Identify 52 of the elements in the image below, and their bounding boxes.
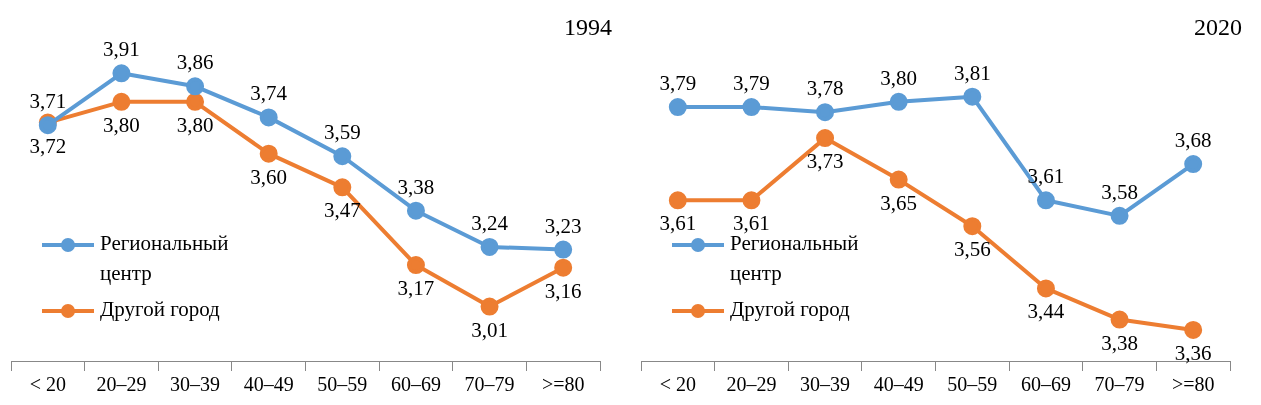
x-tick-label: 40–49: [873, 373, 924, 396]
x-tick-label: >=80: [541, 373, 585, 396]
chart-title: 1994: [564, 14, 612, 41]
legend-label: Другой город: [100, 296, 220, 323]
data-label: 3,36: [1174, 340, 1212, 365]
data-label: 3,72: [29, 133, 67, 158]
data-label: 3,65: [880, 190, 918, 215]
data-label: 3,38: [397, 174, 435, 199]
x-tick-label: 50–59: [317, 373, 368, 396]
data-label: 3,80: [176, 112, 214, 137]
legend-label: Другой город: [730, 296, 850, 323]
data-label: 3,47: [323, 198, 361, 223]
data-label: 3,61: [733, 211, 770, 236]
data-label: 3,79: [659, 71, 697, 96]
data-label: 3,24: [471, 210, 509, 235]
data-label: 3,61: [659, 211, 697, 236]
x-tick-label: 60–69: [390, 373, 441, 396]
chart-title: 2020: [1194, 14, 1242, 41]
data-label: 3,59: [323, 120, 361, 145]
data-label: 3,44: [1027, 299, 1065, 324]
x-tick-label: 40–49: [243, 373, 294, 396]
data-label: 3,74: [250, 81, 288, 106]
data-label: 3,73: [806, 149, 844, 174]
x-tick-label: >=80: [1171, 373, 1215, 396]
data-label: 3,01: [471, 317, 508, 342]
x-tick-label: 50–59: [947, 373, 998, 396]
data-label: 3,80: [103, 112, 140, 137]
data-label: 3,17: [397, 276, 435, 301]
x-tick-label: 30–39: [800, 373, 851, 396]
data-label: 3,23: [544, 213, 582, 238]
data-label: 3,86: [176, 50, 214, 75]
data-label: 3,56: [953, 237, 991, 262]
data-label: 3,78: [806, 76, 844, 101]
x-tick-label: 30–39: [170, 373, 221, 396]
x-tick-label: 20–29: [726, 373, 777, 396]
data-label: 3,16: [544, 278, 582, 303]
data-label: 3,38: [1101, 330, 1138, 355]
data-label: 3,81: [953, 60, 991, 85]
data-label: 3,58: [1101, 179, 1138, 204]
data-label: 3,79: [733, 71, 770, 96]
data-label: 3,80: [880, 65, 918, 90]
data-label: 3,91: [103, 37, 140, 62]
x-tick-label: < 20: [29, 373, 66, 396]
x-tick-label: < 20: [659, 373, 696, 396]
x-tick-label: 20–29: [96, 373, 147, 396]
x-tick-label: 60–69: [1020, 373, 1071, 396]
data-label: 3,71: [29, 89, 67, 114]
x-tick-label: 70–79: [1094, 373, 1145, 396]
data-label: 3,68: [1174, 128, 1212, 153]
x-tick-label: 70–79: [464, 373, 515, 396]
data-label: 3,60: [250, 164, 288, 189]
legend-label: Региональный центр: [100, 230, 230, 287]
